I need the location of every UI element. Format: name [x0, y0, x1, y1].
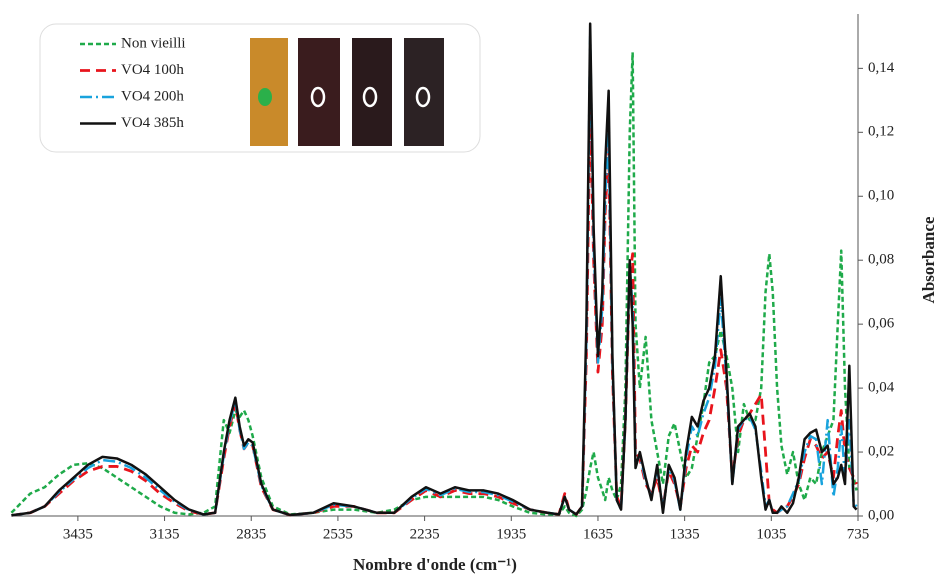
marker-circle [415, 86, 431, 108]
y-tick-label: 0,12 [868, 124, 894, 140]
y-tick-label: 0,02 [868, 443, 894, 459]
legend-label: VO4 385h [121, 115, 184, 131]
y-tick-label: 0,00 [868, 507, 894, 523]
plot-area: 0,00 0,02 0,04 0,06 0,08 0,10 0,12 0,14 3435 3135… [10, 14, 895, 542]
marker-dot [258, 88, 272, 106]
sample-photos [250, 38, 444, 146]
x-tick-label: 3435 [63, 526, 93, 542]
photo-100h [298, 38, 340, 146]
x-tick-label: 1935 [496, 526, 526, 542]
y-tick-label: 0,10 [868, 188, 894, 204]
marker-circle [362, 86, 378, 108]
x-tick-label: 1335 [670, 526, 700, 542]
x-tick-label: 735 [847, 526, 870, 542]
y-tick-label: 0,04 [868, 380, 895, 396]
legend-label: VO4 100h [121, 62, 184, 78]
legend-label: Non vieilli [121, 35, 186, 51]
series-line [10, 51, 858, 518]
photo-200h [352, 38, 392, 146]
x-tick-label: 2235 [410, 526, 440, 542]
y-tick-label: 0,06 [868, 316, 895, 332]
x-tick-label: 1035 [756, 526, 786, 542]
y-tick-label: 0,14 [868, 60, 895, 76]
y-axis-title: Absorbance [919, 216, 938, 303]
x-tick-label: 3135 [150, 526, 180, 542]
x-tick-label: 2535 [323, 526, 353, 542]
x-tick-label: 2835 [236, 526, 266, 542]
photo-385h [404, 38, 444, 146]
x-axis-title: Nombre d'onde (cm⁻¹) [353, 555, 517, 574]
x-tick-label: 1635 [583, 526, 613, 542]
legend-label: VO4 200h [121, 88, 184, 104]
series-line [11, 22, 858, 517]
y-tick-label: 0,08 [868, 252, 894, 268]
marker-circle [310, 86, 326, 108]
